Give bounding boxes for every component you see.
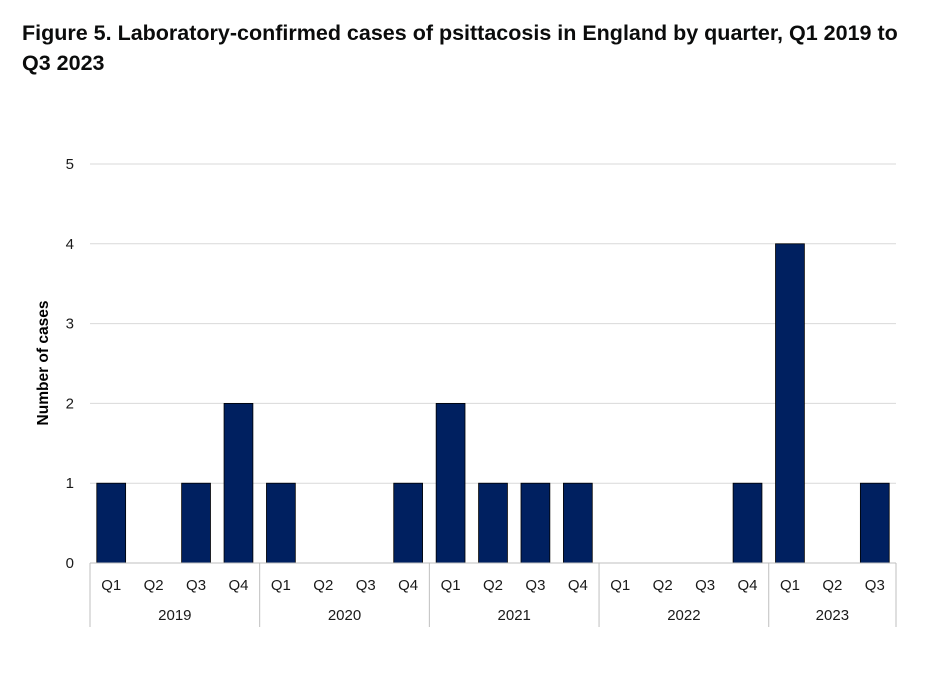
x-group-label: 2019 (158, 607, 191, 624)
x-tick-label: Q1 (101, 577, 121, 594)
y-tick-label: 0 (66, 555, 74, 572)
x-group-label: 2021 (498, 607, 531, 624)
y-tick-label: 1 (66, 475, 74, 492)
x-tick-label: Q3 (865, 577, 885, 594)
y-tick-label: 5 (66, 156, 74, 173)
x-tick-label: Q4 (398, 577, 418, 594)
bar (435, 402, 466, 564)
bar (266, 482, 296, 564)
x-tick-label: Q2 (144, 577, 164, 594)
axes (89, 562, 897, 627)
bar (478, 482, 508, 564)
bar (563, 482, 593, 564)
x-tick-label: Q2 (653, 577, 673, 594)
x-tick-label: Q3 (525, 577, 545, 594)
x-group-label: 2022 (667, 607, 700, 624)
bar (393, 482, 423, 564)
y-tick-label: 3 (66, 316, 74, 333)
x-tick-label: Q4 (738, 577, 758, 594)
x-tick-label: Q3 (695, 577, 715, 594)
x-tick-label: Q3 (186, 577, 206, 594)
bar (181, 482, 211, 564)
y-tick-labels: 0 1 2 3 4 5 (66, 156, 74, 572)
gridlines (90, 163, 896, 484)
y-tick-label: 4 (66, 236, 74, 253)
x-group-label: 2023 (816, 607, 849, 624)
x-group-label: 2020 (328, 607, 361, 624)
y-tick-label: 2 (66, 395, 74, 412)
x-tick-label: Q1 (271, 577, 291, 594)
y-axis-label: Number of cases (35, 301, 52, 426)
x-tick-label: Q1 (780, 577, 800, 594)
chart-title: Figure 5. Laboratory-confirmed cases of … (22, 21, 898, 75)
x-tick-label: Q4 (228, 577, 248, 594)
bar (96, 482, 127, 564)
bar (223, 402, 254, 564)
x-tick-label: Q1 (610, 577, 630, 594)
bar (520, 482, 551, 564)
bars (96, 243, 890, 564)
x-tick-label: Q1 (441, 577, 461, 594)
x-tick-label: Q2 (822, 577, 842, 594)
bar (775, 243, 805, 564)
x-tick-label: Q3 (356, 577, 376, 594)
bar (732, 482, 763, 564)
bar (859, 482, 890, 564)
x-tick-labels: Q1 Q2 Q3 Q4 Q1 Q2 Q3 Q4 Q1 Q2 Q3 Q4 Q1 Q2 Q3 Q4 Q1 Q2 Q3 20… (101, 577, 885, 624)
x-tick-label: Q2 (313, 577, 333, 594)
x-tick-label: Q2 (483, 577, 503, 594)
x-tick-label: Q4 (568, 577, 588, 594)
